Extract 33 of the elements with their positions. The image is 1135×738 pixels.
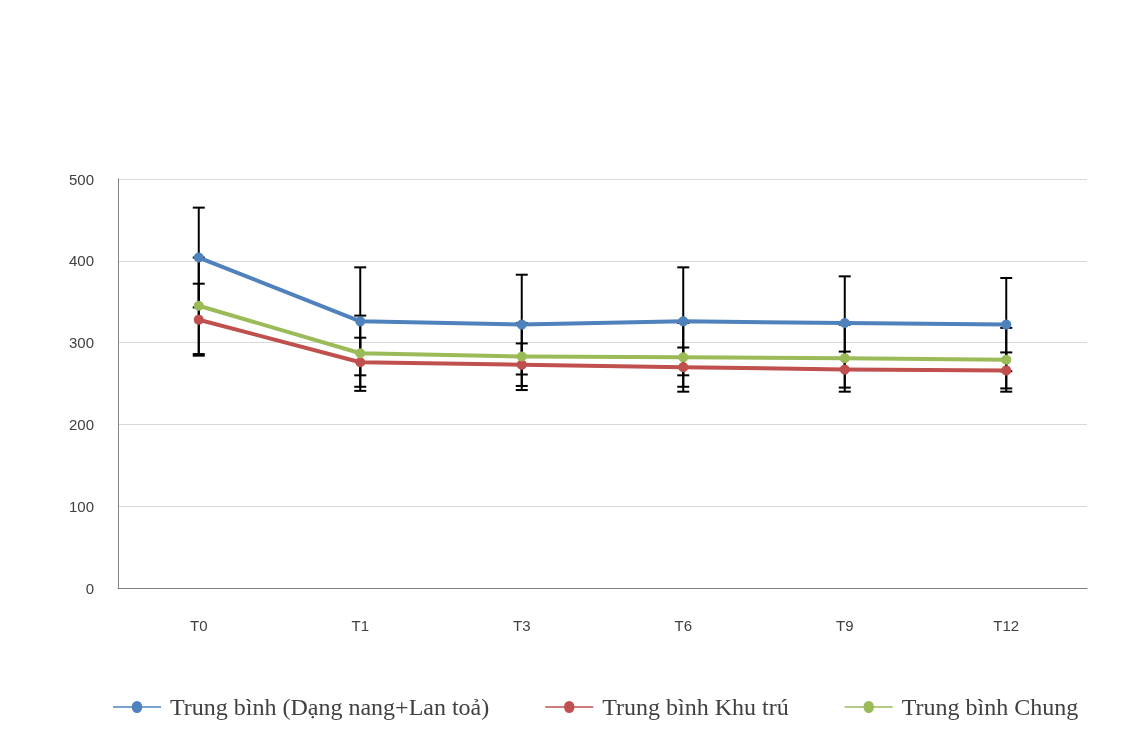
- point: [1001, 319, 1012, 330]
- point: [839, 317, 850, 328]
- point: [839, 364, 850, 375]
- y-tick-label: 200: [68, 415, 94, 433]
- x-tick-label: T9: [835, 617, 854, 634]
- point: [516, 319, 527, 330]
- legend-label: Trung bình Khu trú: [602, 694, 789, 720]
- point: [1001, 365, 1012, 376]
- x-tick-label: T12: [993, 617, 1020, 634]
- legend-label: Trung bình Chung: [901, 694, 1079, 720]
- y-tick-label: 300: [68, 334, 94, 352]
- y-tick-label: 100: [68, 497, 94, 515]
- point: [355, 316, 366, 327]
- point: [193, 314, 204, 325]
- point: [678, 352, 689, 363]
- x-tick-label: T0: [189, 617, 208, 634]
- x-tick-label: T3: [512, 617, 531, 634]
- y-tick-label: 0: [85, 579, 94, 597]
- legend-label: Trung bình (Dạng nang+Lan toả): [170, 694, 490, 720]
- point: [1001, 354, 1012, 365]
- point: [678, 362, 689, 373]
- x-tick-label: T1: [351, 617, 370, 634]
- x-tick-label: T6: [674, 617, 693, 634]
- point: [193, 300, 204, 311]
- y-tick-label: 400: [68, 252, 94, 270]
- point: [355, 357, 366, 368]
- point: [678, 316, 689, 327]
- point: [516, 359, 527, 370]
- point: [516, 351, 527, 362]
- y-tick-label: 500: [68, 170, 94, 188]
- point: [355, 348, 366, 359]
- point: [193, 252, 204, 263]
- point: [839, 353, 850, 364]
